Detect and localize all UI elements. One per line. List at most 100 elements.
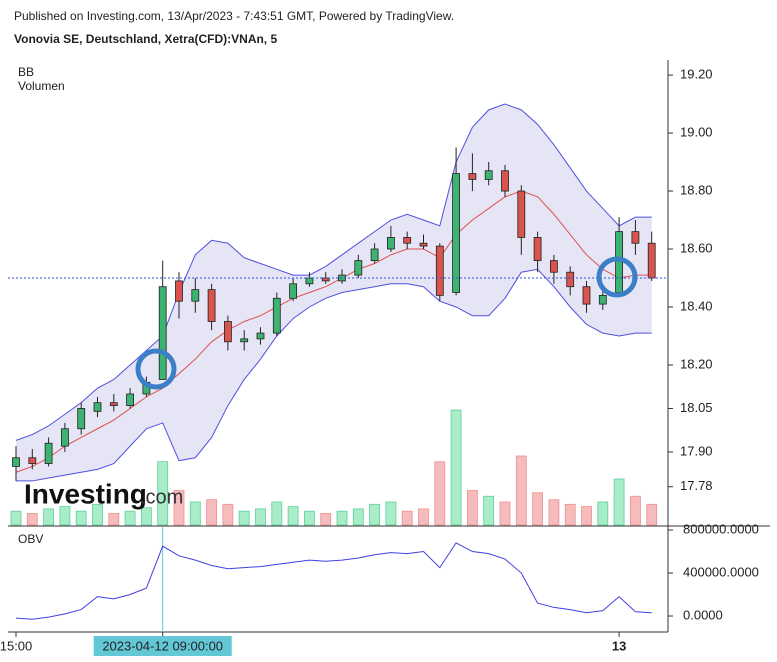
candle-body	[598, 294, 607, 305]
y-tick-label: 18.05	[680, 400, 713, 415]
candle-body	[370, 248, 379, 262]
y-tick-label: 800000.0000	[683, 521, 759, 536]
volume-bar	[124, 510, 136, 526]
volume-bar	[385, 501, 397, 526]
annotation-circle	[135, 348, 177, 390]
instrument-title: Vonovia SE, Deutschland, Xetra(CFD):VNAn…	[14, 32, 277, 46]
bb-middle	[15, 190, 652, 473]
volume-bar	[418, 508, 429, 526]
volume-bar	[352, 508, 364, 526]
candle-body	[28, 457, 37, 464]
obv-title: OBV	[18, 532, 43, 546]
legend-bb: BB	[18, 65, 34, 79]
volume-bar	[581, 506, 592, 526]
volume-bar	[483, 495, 495, 526]
candle-body	[484, 170, 493, 180]
candle-body	[240, 338, 249, 343]
candle-body	[533, 237, 542, 262]
volume-bar	[206, 499, 218, 526]
candle-body	[158, 286, 167, 380]
candle-body	[435, 245, 444, 296]
volume-bar	[646, 503, 658, 526]
volume-bar	[336, 510, 348, 526]
volume-bar	[75, 510, 87, 526]
candle-body	[631, 231, 640, 244]
logo: Investing	[24, 478, 147, 509]
volume-bar	[499, 501, 511, 526]
volume-bar	[157, 461, 169, 526]
volume-bar	[597, 501, 609, 526]
candle-body	[126, 393, 134, 406]
candle-body	[452, 173, 461, 293]
volume-bar	[515, 455, 527, 526]
crosshair-label: 2023-04-12 09:00:00	[102, 638, 223, 653]
candle-body	[12, 457, 20, 467]
volume-bar	[369, 503, 381, 526]
candle-body	[44, 442, 53, 464]
published-note: Published on Investing.com, 13/Apr/2023 …	[14, 9, 454, 23]
candle-body	[61, 428, 69, 447]
volume-bar	[303, 510, 315, 526]
candle-body	[517, 190, 526, 238]
y-tick-label: 19.00	[680, 124, 713, 139]
volume-bar	[173, 490, 185, 526]
volume-bar	[43, 508, 54, 526]
volume-bar	[630, 495, 641, 526]
volume-bar	[564, 503, 576, 526]
volume-bar	[238, 510, 250, 526]
volume-bar	[320, 513, 332, 526]
candle-body	[305, 277, 314, 285]
volume-bar	[26, 513, 38, 526]
y-tick-label: 0.0000	[683, 607, 723, 622]
candle-body	[77, 408, 86, 430]
logo-suffix: .com	[140, 486, 183, 508]
candle-body	[386, 237, 395, 250]
y-tick-label: 18.60	[680, 240, 713, 255]
bb-area	[16, 104, 652, 481]
y-tick-label: 400000.0000	[683, 564, 759, 579]
y-tick-label: 19.20	[680, 67, 713, 82]
obv-line	[15, 542, 652, 620]
candle-body	[207, 289, 216, 322]
plot-area: 17.78 17.90 18.05 18.20 18.40 18.60 18.80 19.00…	[0, 60, 770, 656]
volume-bar	[92, 503, 103, 526]
volume-bar	[532, 492, 543, 526]
volume-bar	[108, 513, 120, 526]
bb-upper	[15, 103, 652, 441]
volume-bar	[548, 499, 560, 526]
volume-bar	[222, 503, 234, 526]
volume-bar	[59, 506, 71, 526]
x-tick-label: 13	[612, 638, 626, 653]
candle-body	[501, 170, 509, 192]
volume-bar	[140, 507, 152, 526]
crosshair-label-bg	[93, 636, 232, 656]
candle-body	[566, 271, 575, 288]
volume-bar	[10, 510, 22, 526]
volume-bar	[401, 510, 413, 526]
x-tick-label: 15:00	[0, 638, 32, 653]
annotation-circle	[596, 256, 638, 298]
volume-bar	[450, 409, 462, 526]
candle-body	[403, 237, 412, 244]
candle-body	[109, 402, 118, 406]
volume-bar	[613, 478, 625, 526]
volume-bar	[271, 501, 283, 526]
candle-body	[550, 260, 558, 273]
candle-body	[354, 260, 363, 276]
y-tick-label: 18.80	[680, 182, 713, 197]
candle-body	[419, 242, 428, 247]
candle-body	[191, 289, 200, 302]
candle-body	[468, 173, 477, 180]
candle-body	[256, 332, 265, 340]
volume-bar	[255, 508, 266, 526]
volume-bar	[434, 461, 446, 526]
y-tick-label: 18.20	[680, 356, 713, 371]
y-tick-label: 17.78	[680, 478, 713, 493]
volume-bar	[189, 501, 201, 526]
volume-bar	[466, 490, 478, 526]
candle-body	[175, 280, 183, 302]
candle-body	[93, 402, 102, 412]
volume-bar	[287, 506, 299, 526]
candle-body	[582, 286, 591, 305]
